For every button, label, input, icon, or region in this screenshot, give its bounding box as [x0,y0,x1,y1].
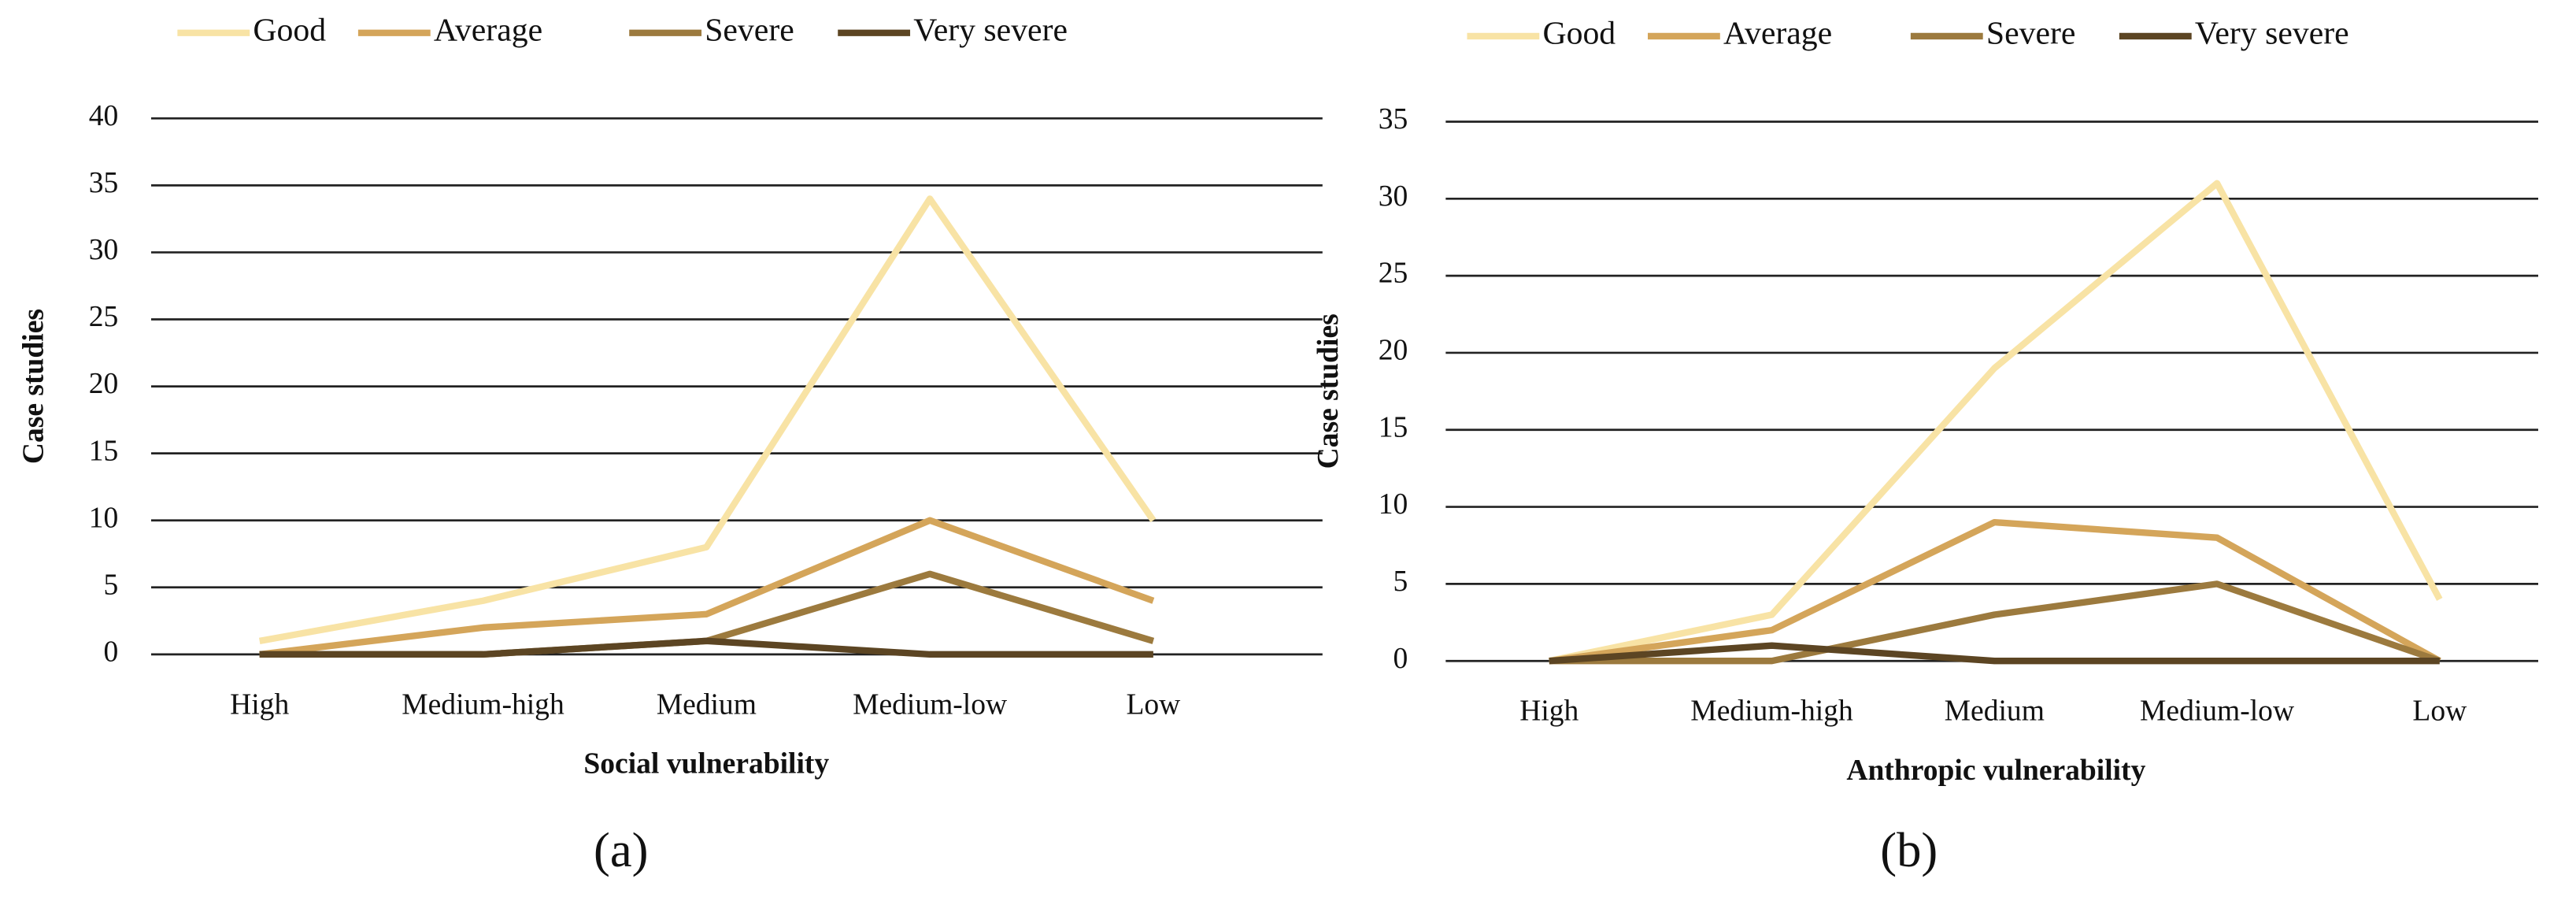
y-tick-label: 35 [89,167,119,199]
series-line [1548,180,2443,665]
x-tick-label: Low [2412,695,2467,728]
y-tick-label: 10 [89,502,119,534]
x-tick-label: Medium [657,688,757,721]
x-tick-label: Medium-high [1690,695,1853,728]
x-tick-label: Medium-high [402,688,564,721]
x-axis-title: Social vulnerability [583,747,829,780]
x-axis-title: Anthropic vulnerability [1846,755,2145,787]
y-tick-label: 25 [1379,258,1408,290]
y-tick-label: 30 [89,234,119,266]
y-tick-label: 20 [89,368,119,400]
x-tick-label: Medium-low [853,688,1007,721]
series-line [1549,642,2440,665]
y-tick-label: 25 [89,301,119,333]
y-tick-label: 35 [1379,103,1408,135]
x-tick-label: Medium-low [2140,695,2294,728]
y-tick-label: 5 [103,569,118,601]
y-tick-label: 40 [89,100,119,132]
y-tick-label: 0 [103,636,118,668]
legend-label: Good [1542,15,1616,51]
panel-label: (b) [1880,822,1938,877]
legend-label: Very severe [2195,15,2349,51]
y-axis-title: Case studies [18,309,50,464]
y-tick-label: 10 [1379,488,1408,521]
legend-label: Average [434,12,542,48]
y-tick-label: 5 [1393,565,1408,598]
x-tick-label: High [1519,695,1579,728]
y-tick-label: 15 [1379,411,1408,443]
x-tick-label: High [230,688,289,721]
legend-label: Good [253,12,326,48]
y-tick-label: 20 [1379,335,1408,367]
series-line [1549,518,2441,665]
series-line [1549,580,2441,665]
legend-label: Average [1723,15,1832,51]
x-tick-label: Low [1126,688,1180,721]
x-tick-label: Medium [1945,695,2045,728]
legend-label: Very severe [913,12,1068,48]
y-tick-label: 0 [1393,643,1408,675]
y-tick-label: 30 [1379,180,1408,213]
panel-label: (a) [594,822,648,877]
series-line [259,637,1153,658]
series-line [259,517,1155,658]
y-tick-label: 15 [89,435,119,467]
legend-label: Severe [1986,15,2076,51]
y-axis-title: Case studies [1312,313,1345,469]
legend-label: Severe [705,12,794,48]
series-line [258,195,1157,644]
